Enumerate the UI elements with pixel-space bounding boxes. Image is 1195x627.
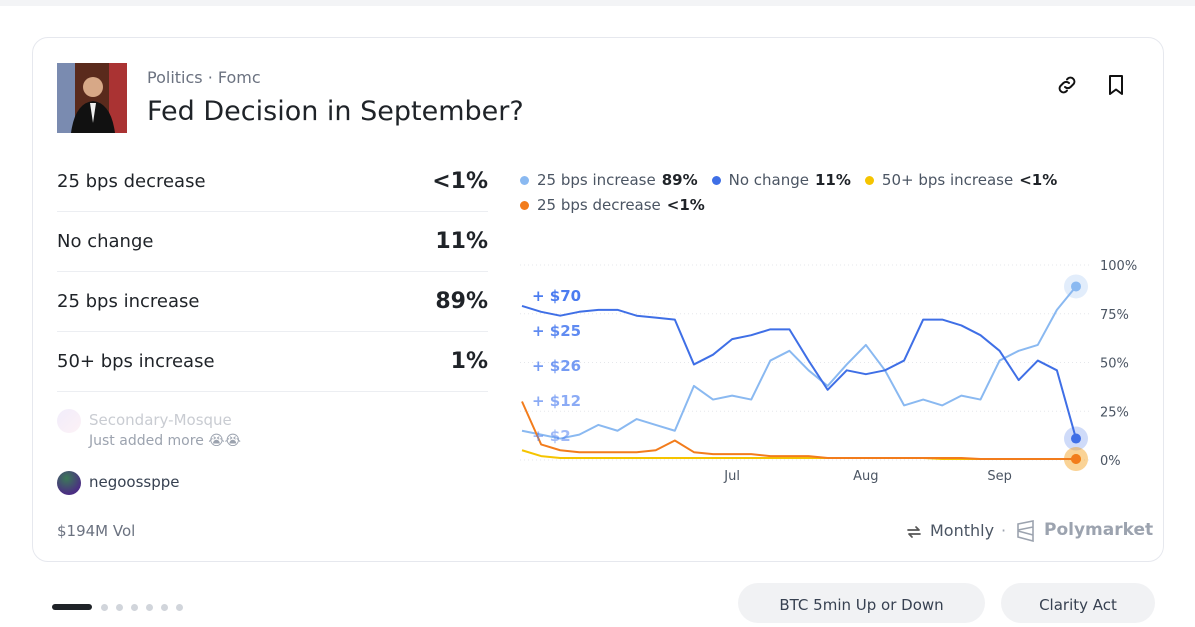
breadcrumb: Politics · Fomc — [147, 68, 261, 87]
legend-value: <1% — [666, 196, 705, 214]
legend-swatch — [520, 176, 529, 185]
series-line — [521, 401, 1076, 461]
outcome-name: No change — [57, 230, 154, 252]
outcome-chance: 89% — [435, 288, 488, 314]
trade-flash: + $12 — [532, 392, 581, 410]
comment-user[interactable]: negoossppe — [89, 473, 180, 491]
legend-label: 25 bps increase — [537, 171, 656, 189]
legend-item: 25 bps increase 89% — [520, 171, 698, 189]
trade-flash: + $70 — [532, 287, 581, 305]
separator: · — [1001, 521, 1007, 540]
avatar — [57, 63, 127, 133]
outcome-chance: 1% — [450, 348, 488, 374]
chart: 100% 75% 50% 25% 0% Jul Aug Sep + $70 + $25 + $26 +… — [520, 259, 1137, 484]
y-tick-label: 100% — [1100, 259, 1137, 274]
comments: Secondary-Mosque Just added more 😭😭 nego… — [57, 405, 488, 497]
legend-value: 89% — [661, 171, 698, 189]
legend-swatch — [711, 176, 721, 185]
market-title: Fed Decision in September? — [147, 96, 524, 127]
brand: Polymarket — [1044, 520, 1154, 540]
link-icon[interactable] — [1055, 73, 1079, 97]
market-card — [32, 37, 1164, 562]
outcome-row[interactable]: 25 bps decrease <1% — [57, 151, 488, 212]
category[interactable]: Politics — [147, 68, 203, 87]
outcome-chance: 11% — [435, 228, 488, 254]
comment-text: Just added more 😭😭 — [89, 433, 241, 449]
y-tick-label: 0% — [1100, 454, 1121, 469]
y-tick-label: 25% — [1100, 405, 1129, 420]
page-indicator[interactable] — [52, 604, 92, 610]
legend-value: <1% — [1019, 171, 1058, 189]
trade-flash: + $2 — [532, 427, 571, 445]
legend: 25 bps increase 89% No change 11% 50+ bps in… — [520, 168, 1120, 218]
x-tick-label: Sep — [987, 469, 1012, 484]
legend-value: 11% — [815, 171, 851, 189]
outcome-name: 25 bps decrease — [57, 170, 206, 192]
legend-swatch — [864, 176, 874, 185]
end-dot — [1071, 281, 1081, 292]
comment-avatar — [57, 409, 81, 433]
outcome-chance: <1% — [432, 168, 488, 194]
tab[interactable]: BTC 5min Up or Down — [738, 583, 985, 623]
top-strip — [0, 0, 1195, 6]
x-tick-label: Aug — [853, 469, 878, 484]
outcome-row[interactable]: 50+ bps increase 1% — [57, 331, 488, 392]
comment-user[interactable]: Secondary-Mosque — [89, 411, 232, 429]
legend-label: 50+ bps increase — [881, 171, 1014, 189]
end-dot — [1071, 454, 1081, 465]
outcome-row[interactable]: 25 bps increase 89% — [57, 271, 488, 332]
legend-label: 25 bps decrease — [537, 196, 661, 214]
tab-label: Clarity Act — [1039, 596, 1117, 614]
brand-logo — [1017, 520, 1034, 542]
bookmark-icon[interactable] — [1104, 73, 1128, 97]
trade-flash: + $25 — [532, 322, 581, 340]
y-tick-label: 75% — [1100, 308, 1129, 323]
legend-item: No change 11% — [711, 171, 851, 189]
volume: $194M Vol — [57, 522, 136, 540]
x-tick-label: Jul — [723, 469, 740, 484]
series-line — [521, 285, 1077, 440]
legend-swatch — [520, 201, 529, 210]
interval-icon — [907, 526, 921, 538]
outcome-name: 25 bps increase — [57, 290, 200, 312]
trade-flash: + $26 — [532, 357, 581, 375]
end-dot — [1071, 433, 1081, 444]
y-tick-label: 50% — [1100, 357, 1129, 372]
legend-item: 25 bps decrease <1% — [520, 196, 705, 214]
legend-label: No change — [728, 171, 809, 189]
tab[interactable]: Clarity Act — [1001, 583, 1155, 623]
tab-label: BTC 5min Up or Down — [779, 596, 944, 614]
category[interactable]: Fomc — [217, 68, 261, 87]
outcome-row[interactable]: No change 11% — [57, 211, 488, 272]
series-line — [521, 304, 1077, 439]
comment-avatar — [57, 471, 81, 495]
interval-selector[interactable]: Monthly — [930, 521, 995, 540]
outcome-name: 50+ bps increase — [57, 350, 215, 372]
legend-item: 50+ bps increase <1% — [864, 171, 1058, 189]
